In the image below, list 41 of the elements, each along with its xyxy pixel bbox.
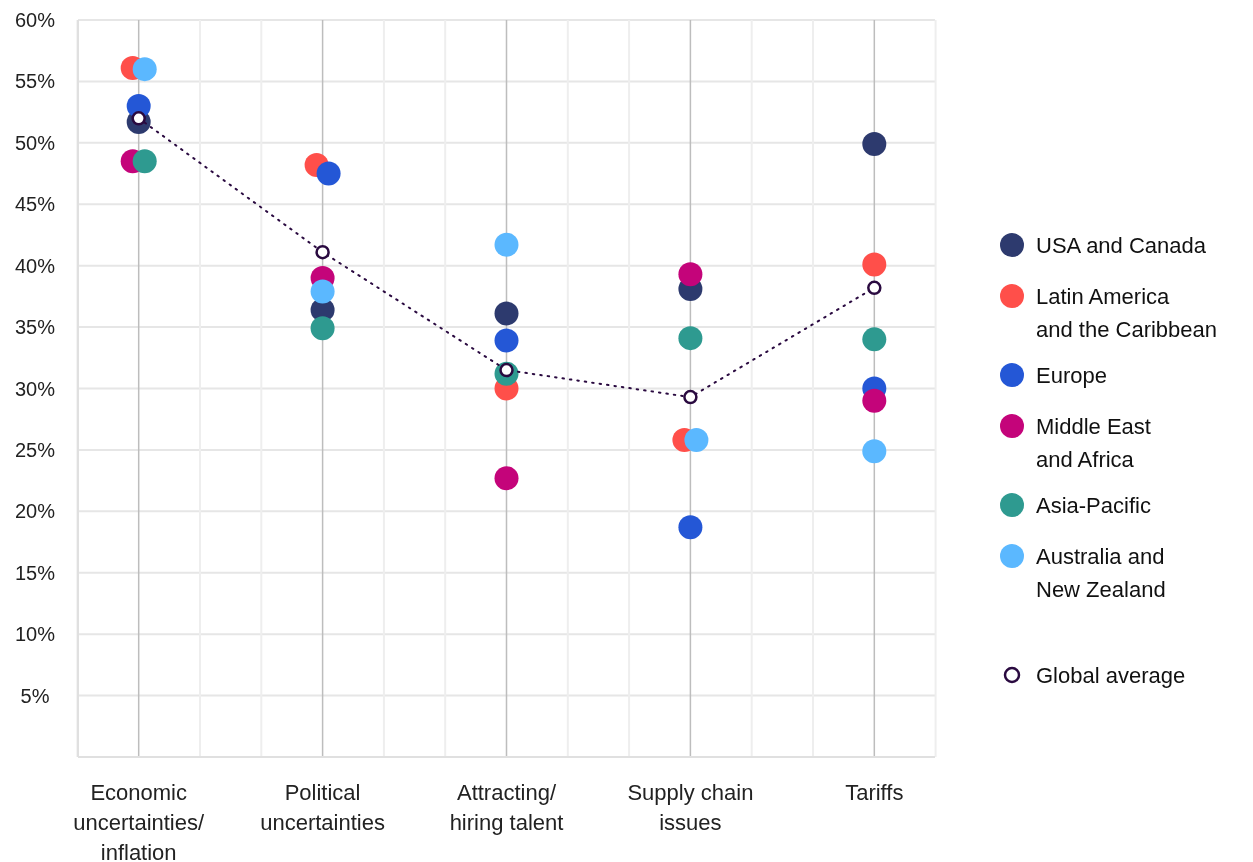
legend-label: USA and Canada [1036,233,1207,258]
point [862,327,887,352]
y-tick-label: 25% [14,438,56,461]
legend-label: Australia and New Zealand [1036,544,1166,602]
point [310,279,335,304]
y-tick-label: 50% [14,131,56,154]
y-tick-label: 5% [20,684,50,707]
point [494,232,519,257]
point [678,326,703,351]
point [862,439,887,464]
y-tick-label: 30% [14,377,56,400]
legend-label: Asia-Pacific [1036,493,1151,518]
y-tick-label: 40% [14,254,56,277]
point [494,466,519,491]
point [683,389,698,405]
y-tick-label: 15% [14,561,56,584]
y-tick-label: 60% [14,9,56,31]
legend-label: Latin America and the Caribbean [1036,284,1218,342]
y-tick-label: 35% [14,316,56,339]
point [494,328,519,353]
x-tick-label: Political uncertainties [260,780,385,835]
x-tick-label: Supply chain issues [627,780,754,835]
x-tick-label: Economic uncertainties/ inflation [73,780,205,862]
y-tick-label: 55% [14,70,56,93]
point [678,262,703,287]
point [678,515,703,540]
legend-label: Global average [1036,663,1186,688]
y-tick-label: 10% [14,623,56,646]
point [862,252,887,277]
x-tick-label: Attracting/ hiring talent [449,780,564,835]
point [494,301,519,326]
point [310,316,335,341]
y-tick-label: 45% [14,193,56,216]
legend-label: Europe [1036,363,1107,388]
point [867,280,882,296]
point [862,388,887,413]
x-tick-label: Tariffs [845,780,904,805]
legend-label: Middle East and Africa [1036,414,1151,472]
point [862,132,887,157]
point [315,244,330,260]
y-tick-label: 20% [14,500,56,523]
